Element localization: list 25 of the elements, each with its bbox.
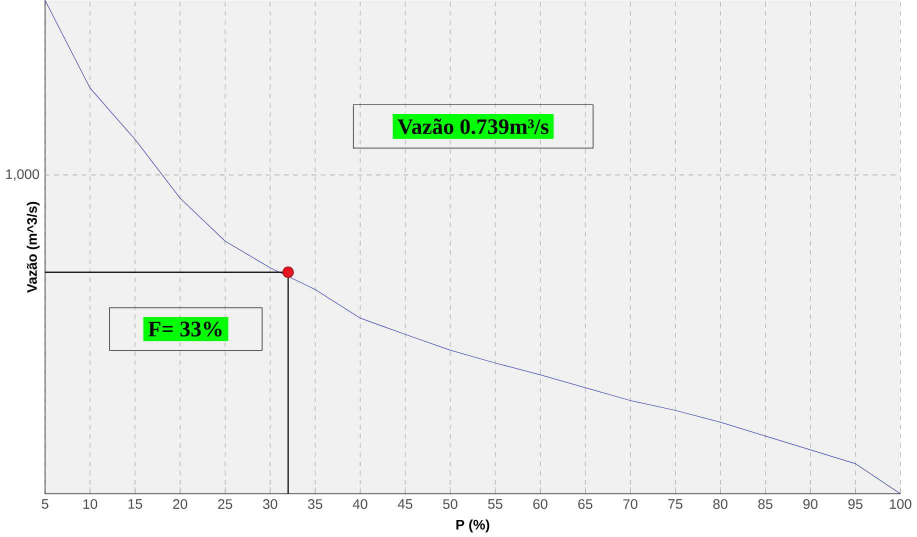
x-tick-label: 55 (488, 498, 502, 509)
x-tick-label: 85 (758, 498, 772, 509)
x-tick-label: 40 (352, 498, 368, 509)
x-tick-label: 70 (623, 498, 638, 509)
x-tick-label: 100 (890, 498, 912, 509)
x-tick-label: 30 (262, 498, 278, 509)
text: 1,000 (6, 169, 40, 180)
x-tick-label: 35 (308, 498, 322, 509)
annotation: F= 33% (148, 321, 222, 336)
y-axis-title: Vazão (m^3/s) (26, 202, 40, 293)
x-axis-title: P (%) (456, 519, 490, 532)
x-tick-label: 80 (713, 498, 728, 509)
x-tick-label: 75 (668, 498, 682, 509)
x-tick-label: 60 (533, 498, 548, 509)
x-tick-label: 25 (218, 498, 232, 509)
x-tick-label: 90 (803, 498, 818, 509)
x-tick-label: 5 (42, 498, 48, 509)
x-tick-label: 10 (83, 498, 98, 509)
x-tick-label: 95 (848, 498, 862, 509)
x-tick-label: 65 (578, 498, 592, 509)
x-tick-label: 45 (398, 498, 412, 509)
annotation: Vazão 0.739m³/s (398, 118, 548, 134)
x-tick-label: 20 (173, 498, 188, 509)
x-tick-label: 15 (128, 498, 142, 509)
x-tick-label: 50 (443, 498, 458, 509)
